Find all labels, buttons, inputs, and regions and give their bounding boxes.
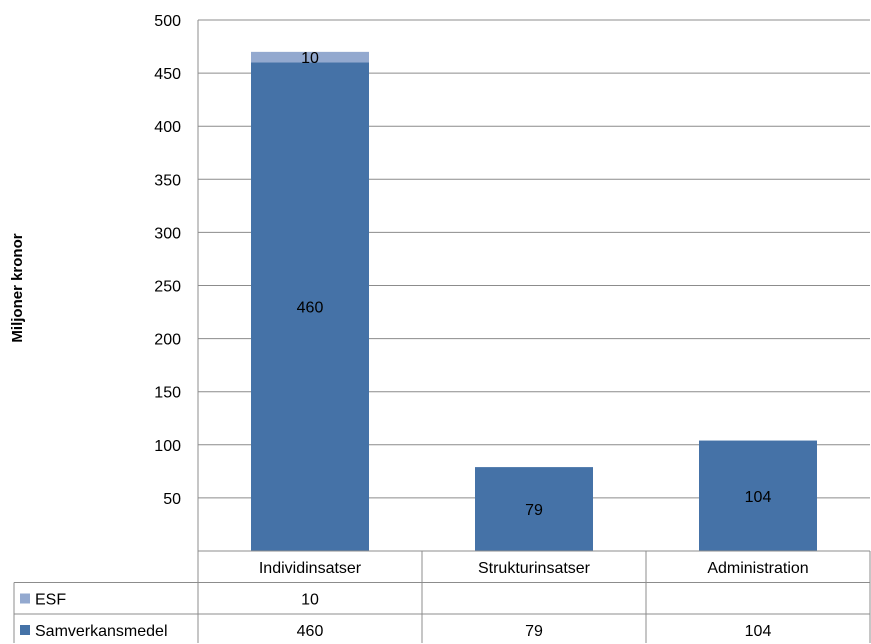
y-tick-label: 100 xyxy=(154,438,181,455)
bar-esf-individinsatser xyxy=(251,51,369,63)
y-axis: 50 100 150 200 250 300 350 400 450 500 xyxy=(154,13,199,551)
data-label: 79 xyxy=(525,502,543,519)
legend-label: ESF xyxy=(35,592,66,609)
category-label: Administration xyxy=(707,560,808,577)
table-cell-value: 460 xyxy=(297,623,324,640)
data-label: 104 xyxy=(745,489,772,506)
bar-samverkansmedel-administration xyxy=(699,440,817,551)
category-label: Strukturinsatser xyxy=(478,560,591,577)
y-tick-label: 500 xyxy=(154,13,181,30)
y-tick-label: 150 xyxy=(154,385,181,402)
data-table: Individinsatser Strukturinsatser Administr… xyxy=(13,550,871,643)
data-label: 10 xyxy=(301,50,319,67)
y-tick-label: 50 xyxy=(163,491,181,508)
y-tick-label: 250 xyxy=(154,279,181,296)
bar-samverkansmedel-strukturinsatser xyxy=(475,467,593,551)
data-label: 460 xyxy=(297,300,324,317)
y-axis-label: Miljoner kronor xyxy=(9,233,26,342)
bar-samverkansmedel-individinsatser xyxy=(251,62,369,551)
y-tick-label: 350 xyxy=(154,172,181,189)
category-label: Individinsatser xyxy=(259,560,362,577)
table-cell-value: 104 xyxy=(745,623,772,640)
y-tick-label: 450 xyxy=(154,66,181,83)
bars: 460 10 79 104 xyxy=(251,50,817,551)
legend-swatch xyxy=(20,593,30,604)
y-tick-label: 300 xyxy=(154,225,181,242)
legend-swatch xyxy=(20,625,30,635)
table-cell-value: 10 xyxy=(301,592,319,609)
table-cell-value: 79 xyxy=(525,623,543,640)
y-tick-label: 400 xyxy=(154,119,181,136)
legend-label: Samverkansmedel xyxy=(35,623,168,640)
y-tick-label: 200 xyxy=(154,332,181,349)
